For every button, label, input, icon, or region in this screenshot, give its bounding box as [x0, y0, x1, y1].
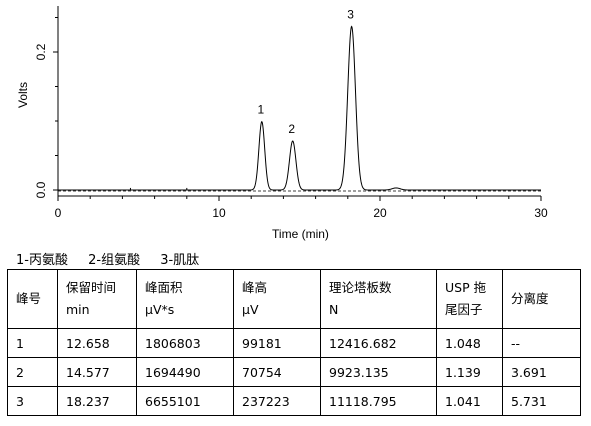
table-header-row: 峰号 保留时间 min 峰面积 μV*s 峰高 μV 理论塔板数 N USP 拖尾因子 … [7, 269, 581, 329]
table-row: 3 18.237 6655101 237223 11118.795 1.041 … [7, 386, 581, 416]
header-peak-no: 峰号 [7, 269, 58, 329]
table-cell: 1 [7, 328, 58, 358]
header-theoretical-plates: 理论塔板数 N [320, 269, 437, 329]
header-text: USP 拖 [445, 280, 487, 295]
table-cell: -- [502, 328, 581, 358]
header-peak-area: 峰面积 μV*s [136, 269, 234, 329]
chromatogram-trace [58, 25, 541, 191]
legend-item-alanine: 1-丙氨酸 [16, 253, 68, 268]
table-cell: 1.041 [436, 386, 503, 416]
header-peak-height: 峰高 μV [233, 269, 321, 329]
peak-label-1: 1 [257, 103, 264, 117]
header-text: 保留时间 [66, 280, 117, 295]
table-cell: 5.731 [502, 386, 581, 416]
header-usp-tailing: USP 拖尾因子 [436, 269, 503, 329]
chromatogram-svg: 0 10 20 30 0.0 0.2 Time (min) Volts 1 2 3 [16, 6, 548, 241]
table-row: 2 14.577 1694490 70754 9923.135 1.139 3.… [7, 357, 581, 387]
results-table: 峰号 保留时间 min 峰面积 μV*s 峰高 μV 理论塔板数 N USP 拖尾因子 … [7, 269, 581, 416]
table-cell: 12416.682 [320, 328, 437, 358]
table-cell: 99181 [233, 328, 321, 358]
compound-legend: 1-丙氨酸 2-组氨酸 3-肌肽 [16, 249, 215, 268]
x-axis-label: Time (min) [272, 227, 329, 241]
table-cell: 2 [7, 357, 58, 387]
legend-item-carnosine: 3-肌肽 [160, 253, 200, 268]
header-text: 峰面积 [145, 280, 183, 295]
header-unit: min [66, 302, 90, 317]
y-axis-label: Volts [16, 82, 30, 108]
header-resolution: 分离度 [502, 269, 581, 329]
table-cell: 1.139 [436, 357, 503, 387]
header-text: 分离度 [511, 291, 549, 306]
header-retention-time: 保留时间 min [57, 269, 137, 329]
table-cell: 1806803 [136, 328, 234, 358]
x-tick-label: 0 [55, 206, 62, 220]
header-text: 峰高 [242, 280, 268, 295]
table-cell: 11118.795 [320, 386, 437, 416]
table-cell: 18.237 [57, 386, 137, 416]
header-unit: N [329, 302, 339, 317]
header-text: 峰号 [16, 291, 42, 306]
table-cell: 12.658 [57, 328, 137, 358]
y-tick-label: 0.0 [34, 181, 48, 198]
peak-label-2: 2 [288, 122, 295, 136]
table-cell: 14.577 [57, 357, 137, 387]
header-text: 理论塔板数 [329, 280, 392, 295]
peak-label-3: 3 [347, 7, 354, 21]
table-cell: 6655101 [136, 386, 234, 416]
table-cell: 70754 [233, 357, 321, 387]
x-tick-label: 30 [534, 206, 548, 220]
table-cell: 1694490 [136, 357, 234, 387]
table-cell: 9923.135 [320, 357, 437, 387]
x-tick-label: 10 [212, 206, 226, 220]
header-unit: μV*s [145, 302, 175, 317]
legend-item-histidine: 2-组氨酸 [88, 253, 141, 268]
table-cell: 3 [7, 386, 58, 416]
header-unit: μV [242, 302, 259, 317]
y-tick-label: 0.2 [34, 43, 48, 60]
header-text: 尾因子 [445, 302, 483, 317]
x-tick-label: 20 [373, 206, 387, 220]
table-cell: 237223 [233, 386, 321, 416]
table-row: 1 12.658 1806803 99181 12416.682 1.048 -… [7, 328, 581, 358]
table-cell: 1.048 [436, 328, 503, 358]
chromatogram-chart: 0 10 20 30 0.0 0.2 Time (min) Volts 1 2 3 [16, 6, 548, 241]
table-cell: 3.691 [502, 357, 581, 387]
